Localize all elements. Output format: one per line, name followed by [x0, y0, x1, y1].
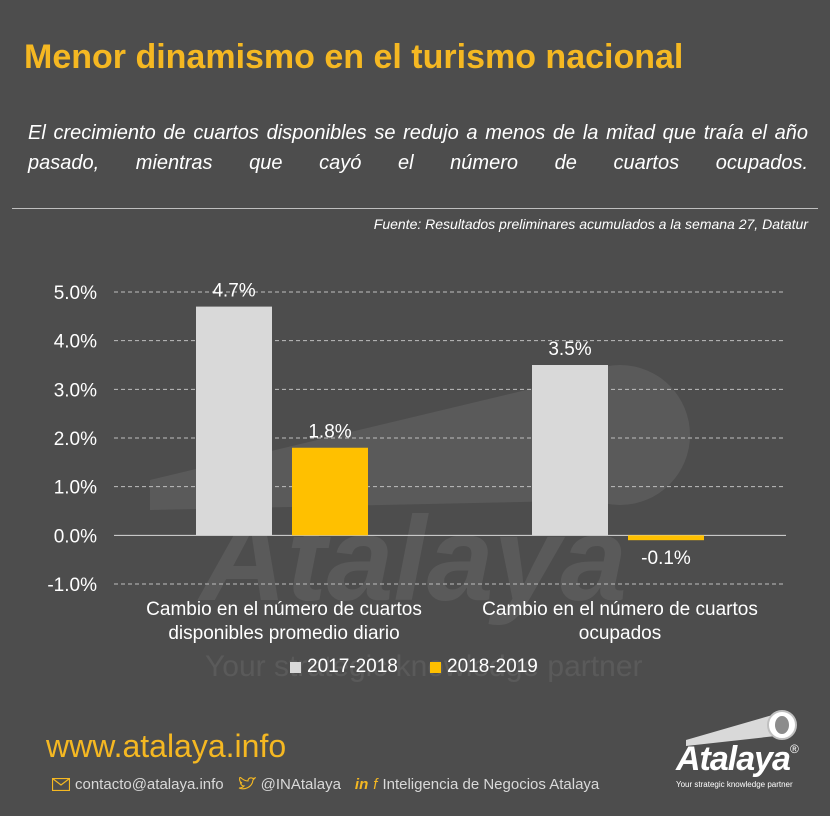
data-label: 1.8% [308, 422, 351, 443]
legend-label: 2017-2018 [307, 656, 398, 677]
y-tick-label: -1.0% [47, 575, 97, 596]
company-logo: Atalaya ® Your strategic knowledge partn… [672, 706, 812, 796]
email-link[interactable]: contacto@atalaya.info [75, 775, 224, 793]
y-tick-label: 0.0% [54, 526, 97, 547]
facebook-icon: f [373, 775, 378, 793]
bar-chart: 5.0% 4.0% 3.0% 2.0% 1.0% 0.0% -1.0% 4.7% 1.8% 3.5… [47, 281, 786, 596]
source-note: Fuente: Resultados preliminares acumulad… [373, 216, 808, 232]
bar-2017-2018-0 [196, 306, 272, 536]
linkedin-icon: in [354, 775, 369, 793]
logo-tagline: Your strategic knowledge partner [676, 780, 793, 789]
y-tick-label: 4.0% [54, 332, 97, 353]
data-label: 3.5% [548, 339, 591, 360]
telescope-icon [686, 710, 797, 746]
divider [12, 208, 818, 209]
category-label-available: Cambio en el número de cuartos disponibl… [146, 599, 422, 644]
data-label: 4.7% [212, 281, 255, 302]
bar-2018-2019-0 [292, 447, 368, 536]
data-label: -0.1% [641, 548, 691, 569]
contact-bar: contacto@atalaya.info @INAtalaya in f In… [52, 773, 599, 795]
y-tick-label: 3.0% [54, 380, 97, 401]
legend-item-2017-2018: 2017-2018 [290, 656, 398, 678]
chart-legend: 2017-2018 2018-2019 [0, 656, 830, 684]
legend-item-2018-2019: 2018-2019 [430, 656, 538, 678]
bar-2017-2018-1 [532, 365, 608, 536]
twitter-icon [238, 777, 256, 791]
y-tick-label: 2.0% [54, 429, 97, 450]
page-subtitle: El crecimiento de cuartos disponibles se… [28, 122, 808, 174]
page-title: Menor dinamismo en el turismo nacional [24, 38, 684, 76]
legend-label: 2018-2019 [447, 656, 538, 677]
bar-2018-2019-1 [628, 535, 704, 541]
category-label-occupied: Cambio en el número de cuartos ocupados [482, 599, 758, 644]
logo-name: Atalaya [676, 740, 791, 778]
company-link[interactable]: Inteligencia de Negocios Atalaya [382, 775, 600, 793]
envelope-icon [52, 777, 70, 791]
y-tick-label: 5.0% [54, 283, 97, 304]
twitter-handle[interactable]: @INAtalaya [260, 775, 341, 793]
logo-registered: ® [790, 742, 799, 756]
y-tick-label: 1.0% [54, 478, 97, 499]
website-link[interactable]: www.atalaya.info [46, 728, 287, 764]
legend-swatch-2017-2018 [290, 661, 301, 673]
legend-swatch-2018-2019 [430, 661, 441, 673]
